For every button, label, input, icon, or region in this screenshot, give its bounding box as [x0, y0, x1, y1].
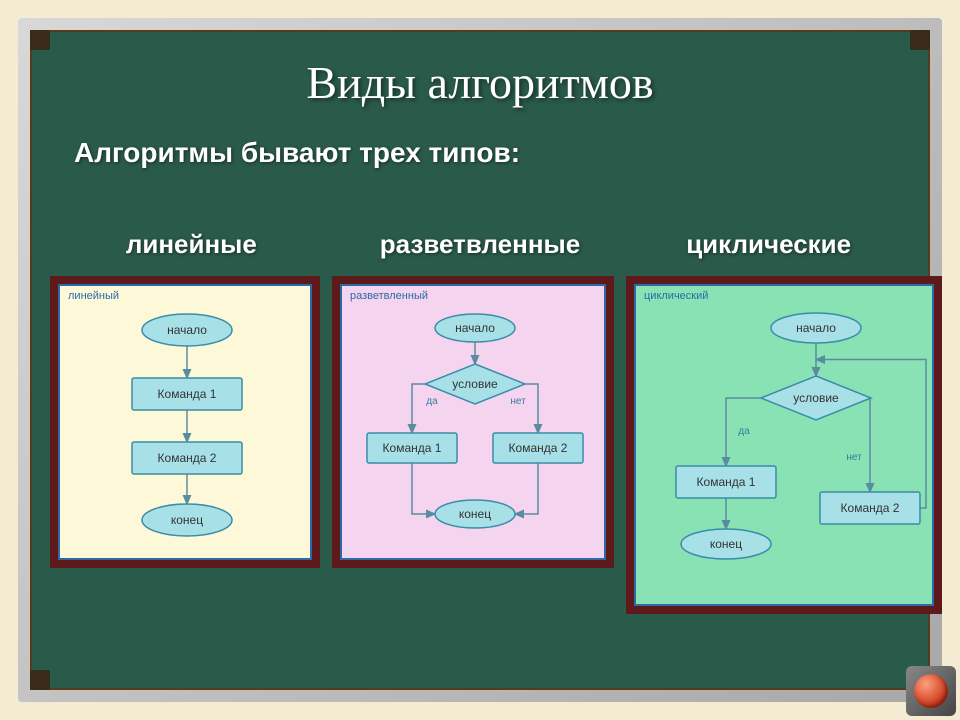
corner-bracket	[910, 30, 930, 50]
svg-text:конец: конец	[710, 537, 742, 551]
svg-text:да: да	[738, 426, 750, 437]
panel-cyclic: циклический да нет начало условие Команда 1 К…	[626, 276, 942, 614]
corner-bracket	[30, 670, 50, 690]
svg-text:условие: условие	[793, 391, 839, 405]
panel-branch-inner: разветвленный да нет начало условие Команда …	[340, 284, 606, 560]
svg-text:да: да	[426, 396, 438, 407]
svg-text:конец: конец	[459, 507, 491, 521]
chalkboard: Виды алгоритмов Алгоритмы бывают трех ти…	[30, 30, 930, 690]
category-row: линейные разветвленные циклические	[32, 169, 928, 270]
whiteboard-frame: Виды алгоритмов Алгоритмы бывают трех ти…	[18, 18, 942, 702]
svg-text:Команда 2: Команда 2	[158, 451, 217, 465]
panel-linear-label: линейный	[68, 290, 119, 302]
panel-branch-label: разветвленный	[350, 290, 428, 302]
svg-text:нет: нет	[510, 396, 526, 407]
svg-text:нет: нет	[846, 452, 862, 463]
svg-text:Команда 1: Команда 1	[697, 475, 756, 489]
svg-text:начало: начало	[796, 321, 836, 335]
svg-text:Команда 2: Команда 2	[841, 501, 900, 515]
svg-text:конец: конец	[171, 513, 203, 527]
svg-text:начало: начало	[167, 323, 207, 337]
category-branched: разветвленные	[341, 229, 620, 260]
panel-linear: линейный начало Команда 1 Команда 2 конец	[50, 276, 320, 568]
category-cyclic: циклические	[629, 229, 908, 260]
svg-text:Команда 1: Команда 1	[383, 441, 442, 455]
panel-cyclic-inner: циклический да нет начало условие Команда 1 К…	[634, 284, 934, 606]
svg-text:условие: условие	[452, 377, 498, 391]
slide-title: Виды алгоритмов	[32, 32, 928, 109]
panel-branch: разветвленный да нет начало условие Команда …	[332, 276, 614, 568]
svg-text:начало: начало	[455, 321, 495, 335]
svg-text:Команда 2: Команда 2	[509, 441, 568, 455]
nav-button-icon	[914, 674, 948, 708]
panel-linear-inner: линейный начало Команда 1 Команда 2 конец	[58, 284, 312, 560]
svg-text:Команда 1: Команда 1	[158, 387, 217, 401]
slide-subtitle: Алгоритмы бывают трех типов:	[32, 109, 928, 169]
corner-bracket	[30, 30, 50, 50]
nav-button[interactable]	[906, 666, 956, 716]
flowchart-panels: линейный начало Команда 1 Команда 2 конец р…	[32, 270, 928, 614]
panel-cyclic-label: циклический	[644, 290, 708, 302]
category-linear: линейные	[52, 229, 331, 260]
